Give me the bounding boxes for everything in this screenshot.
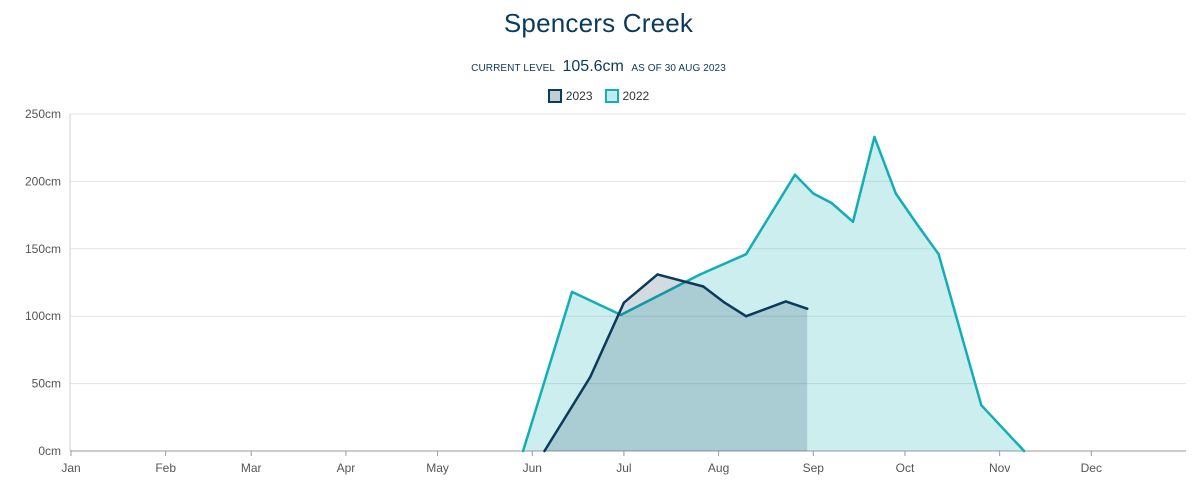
legend-swatch-2022: [604, 89, 619, 103]
data-point-2022: [793, 173, 797, 176]
data-point-2022: [570, 290, 574, 294]
data-point-2023: [806, 307, 809, 310]
data-point-2023: [622, 301, 626, 304]
x-tick-label: Sep: [803, 461, 825, 475]
y-tick-label: 250cm: [25, 107, 61, 121]
data-point-2023: [744, 315, 748, 318]
x-tick-label: Feb: [155, 461, 176, 475]
data-point-2022: [851, 220, 855, 223]
y-tick-label: 200cm: [25, 174, 61, 188]
data-point-2022: [873, 135, 876, 139]
legend-label-2023: 2023: [565, 89, 593, 103]
data-point-2022: [1022, 449, 1026, 453]
current-level-label: CURRENT LEVEL: [471, 63, 556, 74]
data-point-2023: [543, 449, 546, 453]
x-tick-label: Jul: [616, 461, 631, 475]
data-point-2023: [723, 301, 726, 304]
data-point-2022: [894, 192, 897, 195]
data-point-2022: [521, 449, 525, 453]
data-point-2023: [784, 300, 787, 303]
y-tick-label: 0cm: [38, 444, 61, 458]
data-point-2022: [830, 201, 833, 205]
data-point-2022: [937, 253, 940, 256]
x-tick-label: Oct: [896, 461, 915, 475]
data-point-2022: [699, 273, 702, 276]
data-point-2022: [980, 404, 983, 407]
legend-label-2022: 2022: [622, 89, 650, 103]
data-point-2022: [812, 192, 815, 195]
current-level-date: AS OF 30 AUG 2023: [631, 63, 726, 74]
data-point-2023: [702, 285, 705, 288]
legend-item-2023[interactable]: 2023: [547, 89, 593, 103]
x-tick-label: Jun: [523, 461, 542, 475]
data-point-2022: [744, 253, 748, 256]
x-tick-label: Dec: [1081, 461, 1102, 475]
x-tick-label: Aug: [708, 461, 729, 475]
chart-title: Spencers Creek: [503, 8, 694, 38]
x-tick-label: Jan: [61, 461, 80, 475]
current-level-value: 105.6cm: [562, 58, 624, 75]
legend-swatch-2023: [547, 89, 562, 103]
series-area-2023: [544, 274, 808, 451]
y-tick-label: 150cm: [25, 242, 61, 256]
chart-legend: 2023 2022: [0, 89, 1197, 103]
current-level: CURRENT LEVEL 105.6cm AS OF 30 AUG 2023: [0, 58, 1197, 76]
data-point-2022: [619, 313, 623, 317]
x-tick-label: Mar: [241, 461, 262, 475]
x-tick-label: Apr: [337, 461, 356, 475]
legend-item-2022[interactable]: 2022: [604, 89, 650, 103]
series-area-2022: [523, 136, 1025, 451]
y-tick-label: 100cm: [25, 309, 61, 323]
y-tick-label: 50cm: [32, 377, 61, 391]
data-point-2023: [589, 375, 592, 379]
x-tick-label: Nov: [989, 461, 1010, 475]
data-point-2023: [656, 273, 659, 276]
data-point-2022: [916, 223, 919, 226]
x-tick-label: May: [426, 461, 449, 475]
